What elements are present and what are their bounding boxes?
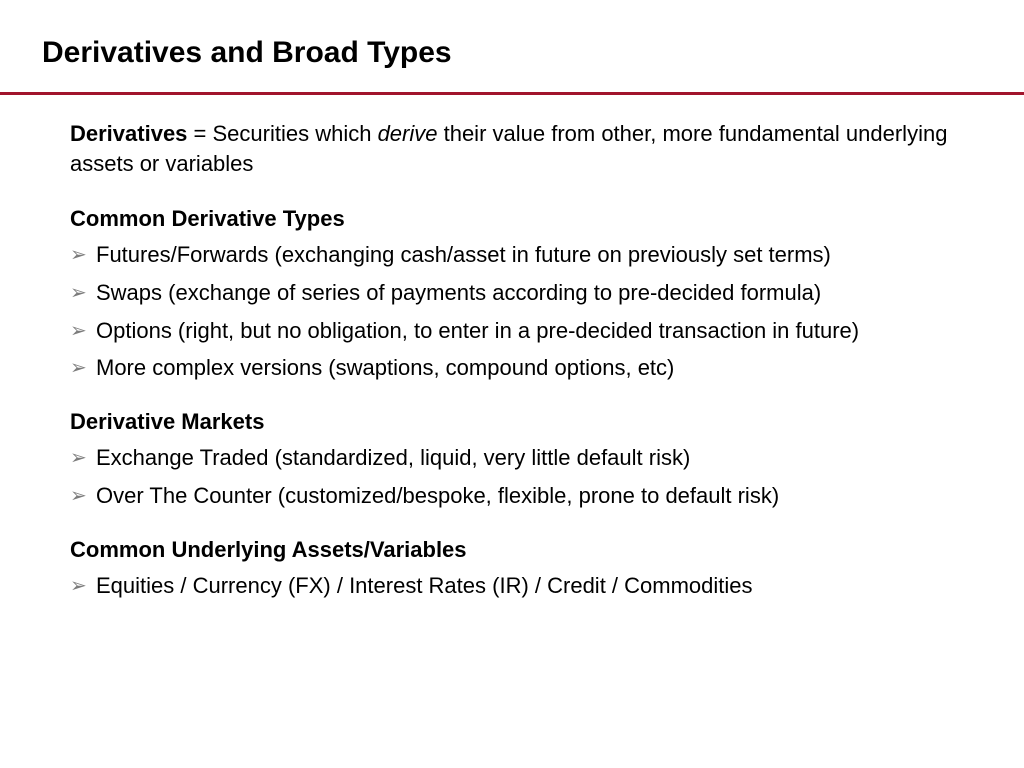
chevron-icon: ➢ (70, 481, 96, 510)
list-item-text: More complex versions (swaptions, compou… (96, 353, 962, 383)
definition-line: Derivatives = Securities which derive th… (70, 119, 962, 178)
list-item: ➢ Equities / Currency (FX) / Interest Ra… (70, 571, 962, 601)
title-rule (0, 92, 1024, 95)
section-heading: Derivative Markets (70, 409, 962, 435)
chevron-icon: ➢ (70, 278, 96, 307)
section-markets: Derivative Markets ➢ Exchange Traded (st… (70, 409, 962, 510)
definition-term: Derivatives (70, 121, 187, 146)
slide-content: Derivatives = Securities which derive th… (42, 119, 982, 600)
list-item: ➢ Swaps (exchange of series of payments … (70, 278, 962, 308)
slide: Derivatives and Broad Types Derivatives … (0, 0, 1024, 768)
definition-eq: = Securities which (187, 121, 377, 146)
list-item-text: Equities / Currency (FX) / Interest Rate… (96, 571, 962, 601)
slide-title: Derivatives and Broad Types (42, 36, 982, 70)
section-heading: Common Derivative Types (70, 206, 962, 232)
list-item-text: Swaps (exchange of series of payments ac… (96, 278, 962, 308)
chevron-icon: ➢ (70, 316, 96, 345)
chevron-icon: ➢ (70, 240, 96, 269)
list-item-text: Futures/Forwards (exchanging cash/asset … (96, 240, 962, 270)
section-underlying: Common Underlying Assets/Variables ➢ Equ… (70, 537, 962, 601)
list-item: ➢ Over The Counter (customized/bespoke, … (70, 481, 962, 511)
list-item: ➢ More complex versions (swaptions, comp… (70, 353, 962, 383)
list-item-text: Options (right, but no obligation, to en… (96, 316, 962, 346)
list-item-text: Over The Counter (customized/bespoke, fl… (96, 481, 962, 511)
definition-italic: derive (378, 121, 438, 146)
chevron-icon: ➢ (70, 571, 96, 600)
section-common-types: Common Derivative Types ➢ Futures/Forwar… (70, 206, 962, 383)
list-item: ➢ Options (right, but no obligation, to … (70, 316, 962, 346)
section-heading: Common Underlying Assets/Variables (70, 537, 962, 563)
list-item: ➢ Exchange Traded (standardized, liquid,… (70, 443, 962, 473)
chevron-icon: ➢ (70, 443, 96, 472)
list-item-text: Exchange Traded (standardized, liquid, v… (96, 443, 962, 473)
chevron-icon: ➢ (70, 353, 96, 382)
list-item: ➢ Futures/Forwards (exchanging cash/asse… (70, 240, 962, 270)
